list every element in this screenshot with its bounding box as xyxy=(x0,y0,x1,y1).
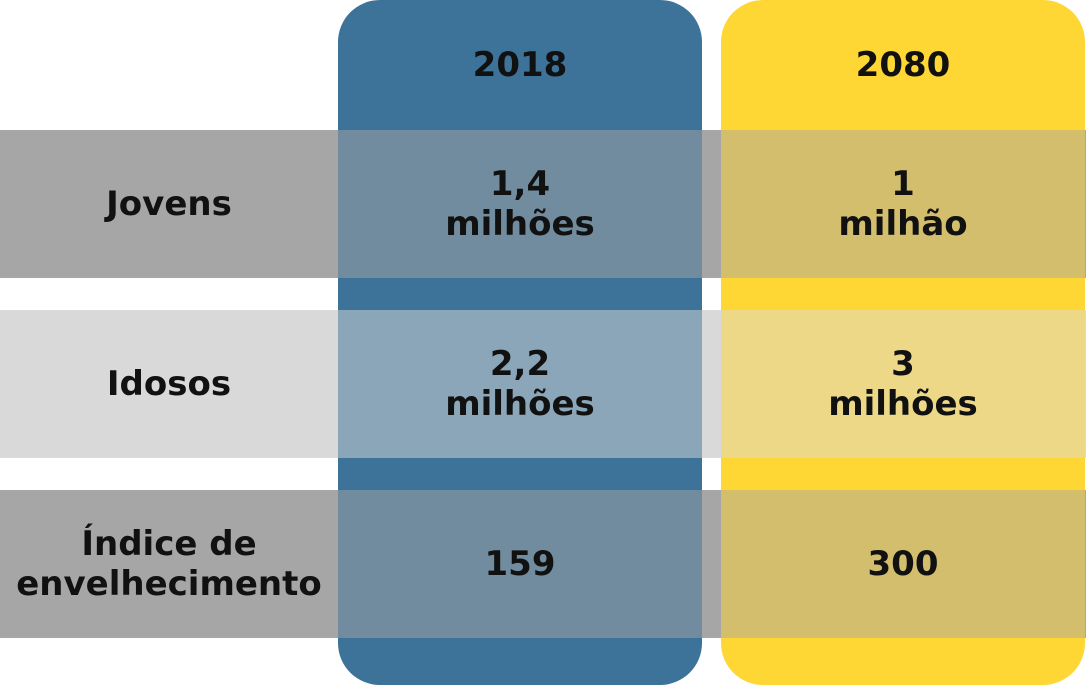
row-overlay xyxy=(338,490,1086,638)
column-header: 2080 xyxy=(855,45,951,85)
row-label: Idosos xyxy=(106,364,232,404)
column-header: 2018 xyxy=(472,45,568,85)
table-cell: 2,2 milhões xyxy=(445,344,595,424)
row-overlay xyxy=(338,130,1086,278)
table-cell: 159 xyxy=(484,544,556,584)
row-label: Índice de envelhecimento xyxy=(16,524,322,604)
row-label: Jovens xyxy=(106,184,232,224)
table-cell: 1,4 milhões xyxy=(445,164,595,244)
table-cell: 3 milhões xyxy=(828,344,978,424)
table-cell: 300 xyxy=(867,544,939,584)
table-cell: 1 milhão xyxy=(838,164,968,244)
row-overlay xyxy=(338,310,1086,458)
